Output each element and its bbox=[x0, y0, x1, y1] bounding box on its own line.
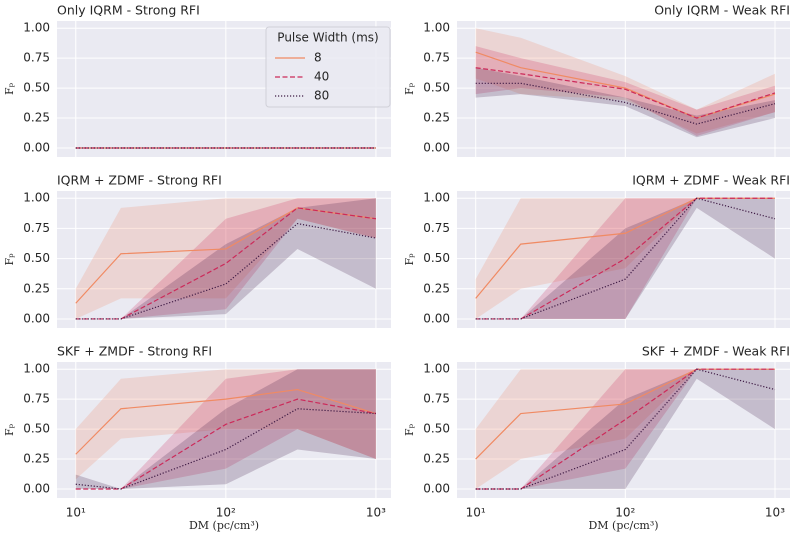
y-tick-label: 0.25 bbox=[23, 452, 50, 466]
y-axis-label: Fₚ bbox=[403, 423, 416, 436]
y-tick-label: 1.00 bbox=[23, 191, 50, 205]
confidence-band bbox=[475, 369, 775, 490]
subplot-title: SKF + ZMDF - Weak RFI bbox=[642, 344, 790, 359]
series-line bbox=[475, 82, 776, 125]
plot-background bbox=[457, 21, 790, 157]
y-axis-label: Fₚ bbox=[3, 82, 16, 95]
y-tick-label: 0.50 bbox=[423, 251, 450, 265]
y-axis-label: Fₚ bbox=[3, 253, 16, 266]
y-tick-label: 0.75 bbox=[23, 392, 50, 406]
plot-area bbox=[475, 28, 776, 138]
y-tick-label: 0.25 bbox=[423, 452, 450, 466]
series-line bbox=[75, 398, 377, 490]
subplot-title: Only IQRM - Strong RFI bbox=[57, 3, 200, 18]
series-line bbox=[75, 222, 377, 320]
y-tick-label: 0.75 bbox=[423, 51, 450, 65]
y-tick-label: 0.25 bbox=[23, 111, 50, 125]
y-tick-label: 0.50 bbox=[23, 422, 50, 436]
x-tick-label: 10¹ bbox=[66, 506, 86, 520]
x-tick-label: 10³ bbox=[366, 506, 386, 520]
x-axis-label: DM (pc/cm³) bbox=[588, 519, 658, 532]
confidence-band bbox=[475, 369, 775, 490]
series-line bbox=[475, 368, 775, 460]
series-line bbox=[75, 388, 377, 455]
y-tick-label: 0.00 bbox=[23, 482, 50, 496]
confidence-band bbox=[475, 28, 775, 134]
x-tick-label: 10² bbox=[216, 506, 236, 520]
y-tick-label: 1.00 bbox=[23, 21, 50, 35]
y-tick-label: 0.25 bbox=[423, 111, 450, 125]
subplot-title: Only IQRM - Weak RFI bbox=[654, 3, 790, 18]
series-line bbox=[475, 67, 776, 119]
y-tick-label: 1.00 bbox=[423, 21, 450, 35]
legend-label: 80 bbox=[314, 89, 329, 103]
plot-background bbox=[457, 362, 790, 498]
subplot-title: IQRM + ZDMF - Weak RFI bbox=[632, 173, 790, 188]
y-tick-label: 0.00 bbox=[423, 482, 450, 496]
plot-area bbox=[75, 369, 377, 490]
series-line bbox=[75, 408, 376, 490]
y-tick-label: 0.00 bbox=[423, 311, 450, 325]
y-tick-label: 0.25 bbox=[423, 281, 450, 295]
plot-background bbox=[57, 362, 391, 498]
y-tick-label: 0.00 bbox=[23, 311, 50, 325]
y-tick-label: 0.00 bbox=[423, 141, 450, 155]
confidence-band bbox=[475, 369, 775, 490]
confidence-band bbox=[75, 369, 376, 490]
plot-background bbox=[57, 191, 391, 328]
y-tick-label: 0.25 bbox=[23, 281, 50, 295]
y-tick-label: 1.00 bbox=[23, 362, 50, 376]
plot-area bbox=[75, 198, 377, 320]
confidence-band bbox=[475, 46, 775, 137]
plot-background bbox=[457, 191, 790, 328]
y-tick-label: 1.00 bbox=[423, 191, 450, 205]
confidence-band bbox=[475, 67, 775, 138]
y-tick-label: 0.75 bbox=[23, 51, 50, 65]
legend-label: 8 bbox=[314, 51, 322, 65]
series-line bbox=[475, 197, 776, 320]
confidence-band bbox=[75, 198, 376, 319]
plot-area bbox=[475, 197, 776, 320]
y-tick-label: 0.00 bbox=[23, 141, 50, 155]
series-line bbox=[475, 368, 776, 490]
legend-title: Pulse Width (ms) bbox=[277, 31, 378, 45]
y-tick-label: 0.75 bbox=[23, 221, 50, 235]
y-tick-label: 0.75 bbox=[423, 221, 450, 235]
legend-box bbox=[265, 26, 391, 108]
y-axis-label: Fₚ bbox=[3, 423, 16, 436]
x-axis-label: DM (pc/cm³) bbox=[189, 519, 259, 532]
x-tick-label: 10² bbox=[615, 506, 635, 520]
y-tick-label: 1.00 bbox=[423, 362, 450, 376]
y-tick-label: 0.50 bbox=[423, 422, 450, 436]
legend-label: 40 bbox=[314, 70, 329, 84]
confidence-band bbox=[75, 369, 376, 490]
plot-area bbox=[475, 368, 776, 490]
y-axis-label: Fₚ bbox=[403, 82, 416, 95]
y-tick-label: 0.50 bbox=[23, 251, 50, 265]
subplot-title: SKF + ZMDF - Strong RFI bbox=[57, 344, 212, 359]
confidence-band bbox=[75, 198, 376, 319]
y-axis-label: Fₚ bbox=[403, 253, 416, 266]
x-tick-label: 10³ bbox=[765, 506, 785, 520]
confidence-band bbox=[75, 198, 376, 319]
y-tick-label: 0.50 bbox=[423, 81, 450, 95]
y-tick-label: 0.50 bbox=[23, 81, 50, 95]
subplot-title: IQRM + ZDMF - Strong RFI bbox=[57, 173, 222, 188]
x-tick-label: 10¹ bbox=[466, 506, 486, 520]
y-tick-label: 0.75 bbox=[423, 392, 450, 406]
